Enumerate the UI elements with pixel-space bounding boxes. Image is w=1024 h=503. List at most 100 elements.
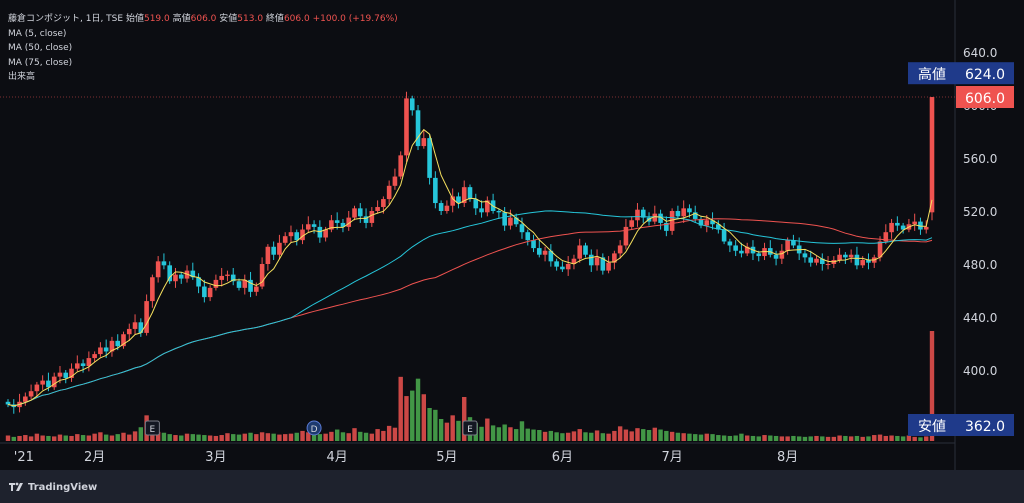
candlestick-chart[interactable]: 640.0600.0560.0520.0480.0440.0400.0'212月… — [0, 0, 1024, 470]
candle-body — [444, 205, 450, 211]
candle-body — [404, 98, 409, 156]
candle-body — [259, 264, 265, 287]
volume-bar — [421, 394, 426, 441]
volume-bar — [727, 435, 733, 441]
low-value-box — [956, 414, 1014, 436]
volume-bar — [906, 435, 912, 441]
volume-bar — [46, 435, 51, 441]
volume-bar — [560, 433, 565, 441]
volume-bar — [248, 432, 253, 441]
candle-body — [427, 138, 432, 178]
volume-bar — [577, 429, 582, 441]
candle-body — [929, 97, 935, 213]
volume-bar — [69, 435, 74, 441]
volume-bar — [138, 427, 144, 441]
tradingview-logo-icon[interactable] — [9, 481, 23, 493]
candle-body — [565, 264, 571, 270]
candle-body — [531, 240, 536, 249]
candle-body — [178, 274, 184, 279]
legend-ma50[interactable]: MA (50, close) — [8, 43, 73, 53]
volume-bar — [231, 434, 236, 441]
candle-body — [588, 254, 594, 266]
candle-body — [895, 222, 900, 226]
earnings-badge-box — [462, 420, 478, 436]
volume-bar — [427, 408, 432, 441]
candle-body — [248, 279, 253, 292]
volume-bar — [23, 435, 28, 441]
candle-body — [340, 222, 346, 227]
volume-bar — [329, 431, 334, 441]
volume-bar — [531, 429, 536, 441]
volume-bar — [820, 436, 825, 441]
candle-body — [369, 211, 375, 223]
volume-bar — [525, 428, 530, 441]
brand-name[interactable]: TradingView — [28, 482, 98, 493]
candle-body — [236, 281, 242, 288]
volume-bar — [918, 437, 923, 441]
candle-body — [161, 261, 167, 266]
volume-bar — [456, 420, 461, 441]
candle-body — [167, 265, 172, 282]
volume-bar — [190, 434, 195, 441]
x-axis-month-label: 2月 — [84, 450, 105, 465]
volume-bar — [17, 435, 22, 441]
candle-body — [687, 208, 692, 213]
candle-body — [727, 241, 733, 246]
legend-symbol[interactable]: 藤倉コンポジット, 1日, TSE — [8, 14, 124, 24]
volume-bar — [433, 409, 438, 441]
candle-body — [334, 220, 340, 223]
chart-legend: 藤倉コンポジット, 1日, TSE 始値519.0 高値606.0 安値513.… — [8, 12, 398, 85]
candle-body — [415, 110, 421, 147]
last-price-box — [956, 86, 1014, 108]
candle-body — [190, 270, 196, 278]
candle-body — [5, 401, 11, 405]
x-axis-month-label: 4月 — [327, 450, 348, 465]
volume-bar — [924, 436, 929, 441]
volume-bar — [225, 433, 230, 441]
dividend-badge-circle — [306, 420, 322, 436]
candle-body — [294, 232, 300, 241]
volume-bar — [641, 429, 646, 441]
volume-bar — [317, 434, 323, 441]
candle-body — [640, 209, 646, 218]
candle-body — [433, 177, 438, 204]
legend-volume[interactable]: 出来高 — [8, 72, 36, 82]
volume-bar — [739, 433, 744, 441]
volume-bar — [306, 432, 311, 441]
candle-body — [265, 246, 271, 264]
candle-body — [571, 258, 577, 264]
candle-body — [675, 211, 681, 217]
volume-bar — [490, 425, 496, 441]
high-value-text: 624.0 — [965, 67, 1005, 83]
ma5-line — [7, 128, 933, 407]
ma50-line — [7, 210, 933, 407]
volume-bar — [86, 435, 92, 441]
volume-bar — [514, 429, 519, 441]
volume-bar — [721, 435, 727, 441]
volume-bar — [11, 436, 16, 441]
x-axis-month-label: 6月 — [552, 450, 573, 465]
legend-ma5[interactable]: MA (5, close) — [8, 28, 67, 39]
volume-bar — [768, 435, 773, 441]
volume-bar — [375, 429, 380, 441]
legend-close-label: 終値 — [265, 14, 284, 24]
candle-body — [918, 221, 923, 230]
volume-bar — [848, 436, 854, 441]
candle-body — [537, 248, 542, 255]
candle-body — [271, 246, 276, 255]
candle-body — [606, 262, 611, 271]
candle-body — [808, 257, 814, 263]
candle-body — [889, 222, 894, 233]
volume-bar — [802, 436, 808, 441]
volume-bar — [155, 431, 161, 441]
x-axis-month-label: 3月 — [205, 450, 226, 465]
candle-body — [207, 287, 213, 298]
candle-body — [635, 209, 640, 221]
legend-ma75[interactable]: MA (75, close) — [8, 57, 73, 68]
candle-body — [306, 224, 311, 230]
volume-bar — [363, 432, 369, 441]
candle-body — [46, 380, 51, 388]
chart-plot-area[interactable]: 640.0600.0560.0520.0480.0440.0400.0'212月… — [0, 0, 1024, 470]
volume-bar — [167, 434, 172, 441]
candle-body — [213, 279, 219, 288]
